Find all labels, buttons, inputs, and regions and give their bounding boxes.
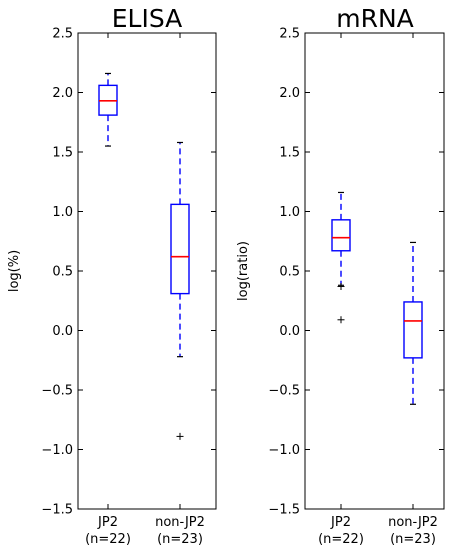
y-tick-label: 1.0 xyxy=(52,205,73,220)
y-tick-label: 0.5 xyxy=(52,265,73,280)
y-axis-label: log(%) xyxy=(7,250,22,292)
box-1-1 xyxy=(403,241,423,405)
outlier-point xyxy=(337,316,345,324)
y-tick-label: 2.5 xyxy=(279,27,300,42)
elisa-panel: ELISA −1.5 −1.0 −0.5 0.0 0.5 1.0 1.5 2.0 2.5 log(%… xyxy=(7,4,217,547)
chart-title: ELISA xyxy=(112,4,183,33)
plot-frame xyxy=(304,32,445,510)
y-tick-label: 1.5 xyxy=(279,146,300,161)
x-tick-label: non-JP2 xyxy=(388,515,438,530)
iqr-box xyxy=(403,301,423,359)
y-tick-label: 1.0 xyxy=(279,205,300,220)
x-tick-sublabel: (n=22) xyxy=(318,532,364,547)
y-tick-label: 2.0 xyxy=(279,86,300,101)
iqr-box xyxy=(331,219,351,252)
y-tick-label: −1.5 xyxy=(268,503,300,518)
x-tick-sublabel: (n=23) xyxy=(390,532,436,547)
y-tick-label: −0.5 xyxy=(268,384,300,399)
x-tick-label: non-JP2 xyxy=(155,515,205,530)
y-tick-label: 2.5 xyxy=(52,27,73,42)
mrna-panel: mRNA −1.5 −1.0 −0.5 0.0 0.5 1.0 1.5 2.0 2.5 log(ra… xyxy=(236,4,445,547)
box-1-0 xyxy=(331,191,351,324)
y-tick-label: 1.5 xyxy=(52,146,73,161)
outlier-point xyxy=(337,282,345,290)
x-tick-sublabel: (n=23) xyxy=(157,532,203,547)
iqr-box xyxy=(170,203,190,295)
outlier-point xyxy=(176,432,184,440)
box-0-0 xyxy=(98,72,118,147)
chart-title: mRNA xyxy=(336,4,414,33)
y-tick-label: 0.0 xyxy=(279,324,300,339)
y-tick-label: −1.0 xyxy=(268,443,300,458)
y-tick-label: −0.5 xyxy=(41,384,73,399)
x-tick-sublabel: (n=22) xyxy=(85,532,131,547)
x-tick-label: JP2 xyxy=(330,515,351,530)
x-tick-label: JP2 xyxy=(97,515,118,530)
y-tick-label: 0.5 xyxy=(279,265,300,280)
y-tick-label: 0.0 xyxy=(52,324,73,339)
y-tick-label: 2.0 xyxy=(52,86,73,101)
y-tick-label: −1.0 xyxy=(41,443,73,458)
box-0-1 xyxy=(170,141,190,440)
y-tick-label: −1.5 xyxy=(41,503,73,518)
y-axis-label: log(ratio) xyxy=(236,241,251,301)
